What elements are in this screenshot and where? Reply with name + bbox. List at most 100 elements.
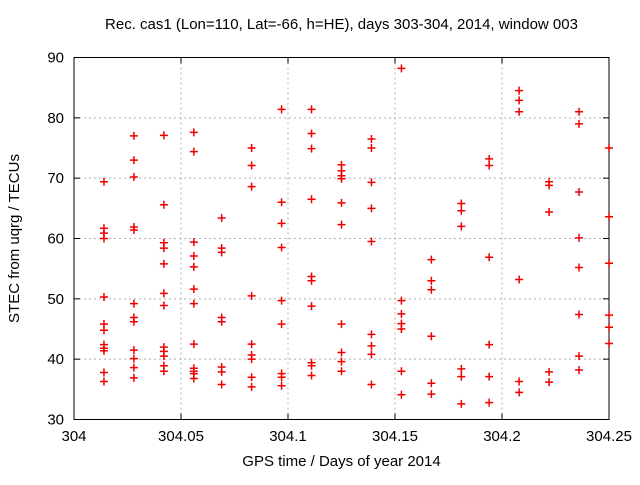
data-point (427, 332, 436, 341)
y-tick-label: 50 (47, 291, 64, 308)
data-point (189, 285, 198, 294)
data-point (457, 222, 466, 231)
data-point (575, 119, 584, 128)
chart-title: Rec. cas1 (Lon=110, Lat=-66, h=HE), days… (105, 16, 578, 33)
y-tick-label: 40 (47, 351, 64, 368)
data-point (337, 367, 346, 376)
data-point (99, 368, 108, 377)
data-point (277, 198, 286, 207)
data-point (427, 379, 436, 388)
data-point (307, 129, 316, 138)
data-point (129, 299, 138, 308)
y-axis-label: STEC from uqrg / TECUs (6, 154, 23, 323)
data-point (485, 253, 494, 262)
data-point (99, 177, 108, 186)
data-point (515, 388, 524, 397)
data-point (397, 367, 406, 376)
data-point (247, 382, 256, 391)
data-point (515, 96, 524, 105)
data-point (189, 262, 198, 271)
data-point (337, 348, 346, 357)
plot-area: 304 304.05 304.1 304.15 304.2 304.25 30 40 50 60 7… (47, 50, 632, 446)
data-point (427, 285, 436, 294)
data-point (277, 243, 286, 252)
data-point (397, 296, 406, 305)
data-point (247, 161, 256, 170)
data-point (189, 251, 198, 260)
data-point (485, 372, 494, 381)
data-point (575, 263, 584, 272)
data-point (159, 301, 168, 310)
data-point (367, 380, 376, 389)
data-point (277, 219, 286, 228)
data-point (545, 378, 554, 387)
data-point (159, 259, 168, 268)
data-point (247, 355, 256, 364)
data-point (457, 206, 466, 215)
data-point (515, 86, 524, 95)
data-point (485, 161, 494, 170)
data-point (307, 195, 316, 204)
data-point (99, 346, 108, 355)
data-point (337, 220, 346, 229)
data-point (485, 340, 494, 349)
data-point (129, 354, 138, 363)
data-point (189, 147, 198, 156)
data-point (337, 357, 346, 366)
data-point (575, 233, 584, 242)
data-point (545, 207, 554, 216)
data-point (427, 276, 436, 285)
data-point (367, 350, 376, 359)
data-point (515, 107, 524, 116)
data-point (189, 374, 198, 383)
data-point (217, 367, 226, 376)
data-point (129, 156, 138, 165)
data-point (159, 131, 168, 140)
data-point (605, 259, 613, 268)
data-point (217, 317, 226, 326)
data-point (457, 364, 466, 373)
data-point (217, 213, 226, 222)
data-point (247, 291, 256, 300)
data-point (217, 380, 226, 389)
data-point (159, 244, 168, 253)
x-tick-label: 304.15 (372, 428, 418, 445)
data-point (129, 373, 138, 382)
x-tick-label: 304.05 (158, 428, 204, 445)
data-point (277, 105, 286, 114)
data-point (367, 237, 376, 246)
data-point (605, 323, 613, 332)
data-point (397, 390, 406, 399)
data-point (605, 212, 613, 221)
x-tick-label: 304.2 (483, 428, 521, 445)
data-point (129, 226, 138, 235)
data-point (605, 339, 613, 348)
data-point (575, 366, 584, 375)
data-point (247, 182, 256, 191)
data-point (99, 377, 108, 386)
data-point (457, 372, 466, 381)
data-point (277, 381, 286, 390)
data-point (337, 198, 346, 207)
data-point (247, 373, 256, 382)
data-point (337, 174, 346, 183)
data-point (397, 64, 406, 73)
y-tick-label: 30 (47, 412, 64, 429)
data-point (99, 293, 108, 302)
y-tick-label: 60 (47, 231, 64, 248)
data-point (129, 346, 138, 355)
data-point (277, 373, 286, 382)
data-point (217, 248, 226, 257)
x-tick-label: 304 (61, 428, 86, 445)
data-point (307, 361, 316, 370)
data-point (99, 234, 108, 243)
x-axis-label: GPS time / Days of year 2014 (242, 453, 440, 470)
data-point (515, 377, 524, 386)
data-point (307, 105, 316, 114)
data-point (367, 341, 376, 350)
data-point (99, 326, 108, 335)
data-point (515, 275, 524, 284)
data-point (367, 204, 376, 213)
y-tick-label: 70 (47, 170, 64, 187)
